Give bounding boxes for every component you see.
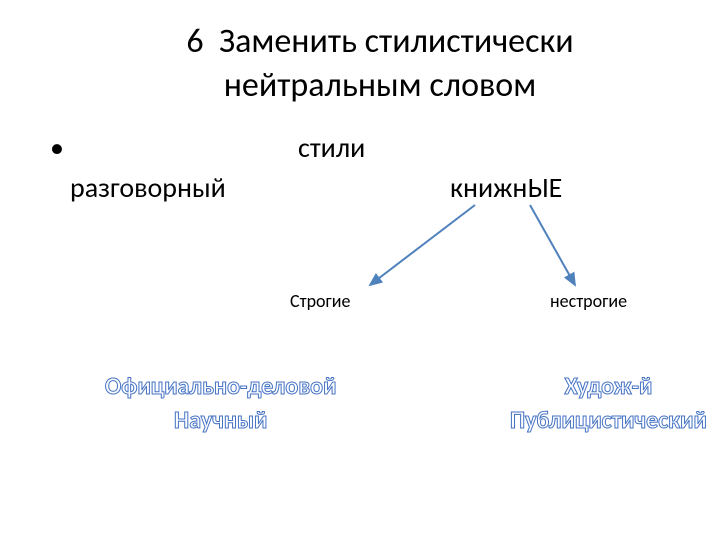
root-label: стили (298, 130, 365, 165)
level2-left-label: Строгие (290, 290, 350, 312)
slide-title: 6 Заменить стилистически нейтральным сло… (100, 20, 660, 108)
title-text: Заменить стилистически нейтральным слово… (219, 21, 574, 106)
level3-left-line2: Научный (105, 404, 336, 438)
level2-right-label: нестрогие (550, 290, 627, 312)
level3-right-group: Худож-й Публицистический (510, 370, 707, 437)
level3-left-line1: Официально-деловой (105, 370, 336, 404)
bullet-icon: • (50, 130, 64, 165)
level3-right-line2: Публицистический (510, 404, 707, 438)
level3-right-line1: Худож-й (510, 370, 707, 404)
level3-left-group: Официально-деловой Научный (105, 370, 336, 437)
level1-right-label: книжнЫЕ (450, 170, 562, 205)
title-number: 6 (186, 21, 203, 62)
arrow-left (370, 205, 475, 285)
arrow-right (530, 205, 575, 285)
level1-left-label: разговорный (70, 170, 226, 205)
